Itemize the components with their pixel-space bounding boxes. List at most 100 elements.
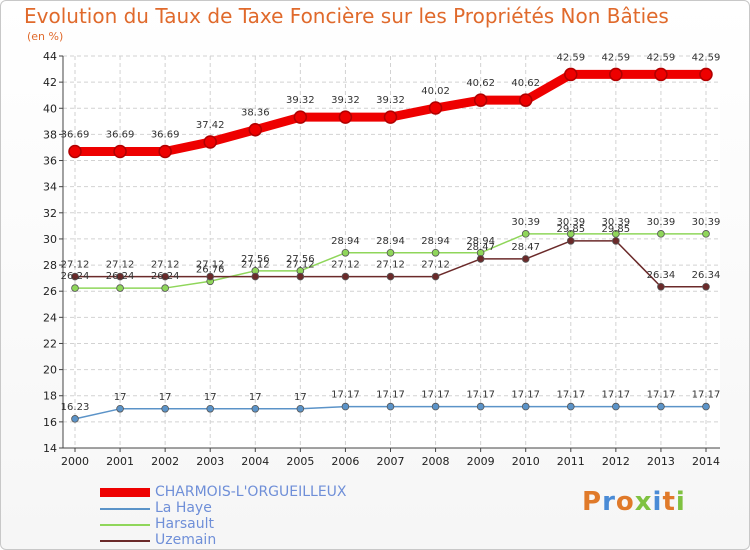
y-tick-label: 34 <box>43 181 57 194</box>
data-label: 17.17 <box>421 390 450 401</box>
data-point <box>203 135 217 149</box>
data-label: 26.24 <box>106 271 135 282</box>
data-label: 37.42 <box>196 120 225 131</box>
legend-item: La Haye <box>100 500 380 517</box>
data-point <box>564 67 578 82</box>
data-label: 17.17 <box>692 390 721 401</box>
data-label: 36.69 <box>106 130 135 141</box>
data-label: 28.94 <box>466 236 495 247</box>
logo-letter: i <box>652 487 663 517</box>
data-label: 17.17 <box>331 390 360 401</box>
y-tick-label: 18 <box>43 390 57 403</box>
data-label: 27.12 <box>196 260 225 271</box>
data-label: 30.39 <box>692 217 721 228</box>
x-tick-label: 2009 <box>467 455 495 468</box>
data-point <box>699 67 713 82</box>
legend-label: La Haye <box>155 500 212 516</box>
legend-item: Harsault <box>100 516 380 533</box>
data-label: 28.47 <box>466 242 495 253</box>
proxiti-logo: Proxiti <box>582 487 686 517</box>
data-label: 17 <box>204 392 217 403</box>
data-point <box>206 272 215 281</box>
data-point <box>609 67 623 82</box>
x-tick-label: 2008 <box>422 455 450 468</box>
y-tick-label: 26 <box>43 285 57 298</box>
data-point <box>68 144 82 159</box>
data-label: 17.17 <box>511 390 540 401</box>
y-tick-label: 42 <box>43 76 57 89</box>
chart-legend: CHARMOIS-L'ORGUEILLEUX La Haye Harsault Uze… <box>100 484 380 549</box>
logo-letter: i <box>675 487 686 517</box>
data-point <box>654 67 668 82</box>
data-point <box>521 255 530 263</box>
y-tick-label: 30 <box>43 233 57 246</box>
y-tick-label: 36 <box>43 155 57 168</box>
data-label: 38.36 <box>241 108 270 119</box>
data-point <box>476 255 485 263</box>
data-point <box>702 402 710 411</box>
x-tick-label: 2001 <box>106 455 134 468</box>
y-tick-label: 20 <box>43 364 57 377</box>
data-label: 17.17 <box>602 390 631 401</box>
x-tick-label: 2005 <box>286 455 314 468</box>
data-point <box>341 272 350 281</box>
legend-item: CHARMOIS-L'ORGUEILLEUX <box>100 484 380 501</box>
x-tick-label: 2012 <box>602 455 630 468</box>
y-tick-label: 28 <box>43 259 57 272</box>
data-point <box>116 284 124 292</box>
data-point <box>657 230 665 238</box>
data-label: 30.39 <box>647 217 676 228</box>
legend-swatch <box>100 524 150 526</box>
data-point <box>518 93 533 107</box>
data-point <box>476 402 485 411</box>
data-label: 17.17 <box>466 390 495 401</box>
data-label: 17.17 <box>556 390 585 401</box>
data-point <box>158 144 172 159</box>
data-label: 27.56 <box>241 254 270 265</box>
data-point <box>71 284 79 292</box>
data-point <box>657 282 665 291</box>
data-label: 17 <box>159 392 172 403</box>
data-label: 29.85 <box>556 224 585 235</box>
data-label: 26.24 <box>151 271 180 282</box>
logo-letter: r <box>602 487 616 517</box>
y-tick-label: 16 <box>43 416 57 429</box>
data-point <box>161 404 169 413</box>
data-label: 42.59 <box>556 52 585 63</box>
x-tick-label: 2002 <box>151 455 179 468</box>
legend-swatch <box>100 540 150 542</box>
chart-subtitle: (en %) <box>27 30 64 43</box>
data-label: 42.59 <box>692 52 721 63</box>
y-tick-label: 24 <box>43 311 57 324</box>
data-label: 28.94 <box>376 236 405 247</box>
x-tick-label: 2000 <box>61 455 89 468</box>
data-label: 17 <box>294 392 307 403</box>
y-tick-label: 14 <box>43 442 57 455</box>
data-point <box>251 272 260 281</box>
legend-swatch <box>100 488 150 497</box>
data-label: 16.23 <box>61 402 90 413</box>
data-label: 30.39 <box>556 217 585 228</box>
data-point <box>386 272 395 281</box>
data-point <box>71 415 79 423</box>
data-point <box>341 402 350 411</box>
x-tick-label: 2014 <box>692 455 720 468</box>
y-tick-label: 38 <box>43 128 57 141</box>
data-point <box>248 122 263 137</box>
data-point <box>702 230 710 238</box>
data-point <box>702 282 710 291</box>
data-point <box>473 93 488 107</box>
data-label: 17.17 <box>376 390 405 401</box>
legend-label: Uzemain <box>155 532 217 548</box>
data-point <box>431 402 440 411</box>
y-tick-label: 44 <box>43 50 57 63</box>
logo-letter: o <box>615 487 635 517</box>
data-point <box>161 272 169 281</box>
data-label: 27.12 <box>286 260 315 271</box>
data-label: 36.69 <box>151 130 180 141</box>
data-point <box>251 404 260 413</box>
data-label: 30.39 <box>602 217 631 228</box>
data-point <box>116 404 124 413</box>
data-point <box>612 402 620 411</box>
